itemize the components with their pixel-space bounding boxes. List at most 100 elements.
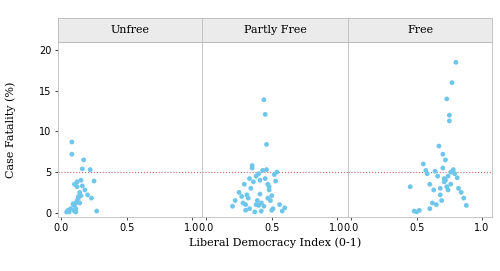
Point xyxy=(238,194,246,199)
Point xyxy=(422,168,430,173)
Point xyxy=(78,167,86,171)
Point xyxy=(258,209,266,213)
Point xyxy=(254,203,262,208)
Point xyxy=(450,172,458,176)
Point xyxy=(70,208,78,212)
Point xyxy=(77,193,85,198)
Point xyxy=(406,185,414,189)
Point xyxy=(431,169,439,173)
Point xyxy=(73,198,81,203)
Point xyxy=(410,209,418,213)
Point xyxy=(70,203,78,208)
Point xyxy=(442,178,450,182)
Point xyxy=(448,80,456,85)
Point xyxy=(240,182,248,186)
Point xyxy=(72,210,80,214)
Point xyxy=(256,192,264,196)
Point xyxy=(86,167,94,172)
Point xyxy=(78,184,86,188)
Point xyxy=(439,152,447,156)
Point xyxy=(77,178,85,182)
Point xyxy=(248,163,256,168)
Point xyxy=(76,190,84,195)
Point xyxy=(266,198,274,203)
Point xyxy=(260,98,268,102)
Point xyxy=(246,176,254,181)
Point xyxy=(426,207,434,211)
Point xyxy=(438,198,446,203)
Point xyxy=(262,167,270,172)
Point xyxy=(252,174,260,178)
Point xyxy=(270,172,278,177)
Point xyxy=(242,202,250,207)
Point xyxy=(72,207,80,211)
Point xyxy=(454,186,462,191)
Point xyxy=(68,140,76,144)
Point xyxy=(446,170,454,174)
Point xyxy=(268,193,276,198)
Point xyxy=(260,204,268,208)
Point xyxy=(256,178,264,182)
Point xyxy=(440,176,448,181)
Point xyxy=(88,196,96,200)
Point xyxy=(273,170,281,174)
X-axis label: Liberal Democracy Index (0-1): Liberal Democracy Index (0-1) xyxy=(189,237,361,248)
Point xyxy=(239,201,247,205)
Point xyxy=(428,201,436,205)
Point xyxy=(73,185,81,189)
Point xyxy=(72,201,80,205)
Point xyxy=(430,188,438,192)
Point xyxy=(457,190,465,195)
Point xyxy=(453,176,461,180)
Point xyxy=(436,186,444,191)
Point xyxy=(250,180,258,184)
Point xyxy=(231,198,239,203)
Point xyxy=(278,209,286,213)
Point xyxy=(251,210,259,214)
Point xyxy=(265,185,273,189)
Point xyxy=(443,97,451,101)
Point xyxy=(70,182,78,186)
Point xyxy=(442,158,450,162)
Point xyxy=(426,182,434,186)
Point xyxy=(69,202,77,206)
Point xyxy=(439,166,447,170)
Point xyxy=(446,119,454,123)
Point xyxy=(435,144,443,148)
Point xyxy=(436,193,444,197)
Point xyxy=(268,208,276,212)
Text: Case Fatality (%): Case Fatality (%) xyxy=(6,82,16,178)
Point xyxy=(248,166,256,170)
Point xyxy=(420,162,428,166)
Point xyxy=(80,158,88,162)
Point xyxy=(243,193,251,197)
Point xyxy=(252,202,260,207)
Point xyxy=(440,180,448,184)
Point xyxy=(258,201,266,205)
Point xyxy=(444,174,452,178)
Point xyxy=(269,207,277,211)
Point xyxy=(84,193,92,197)
Point xyxy=(246,207,254,211)
Point xyxy=(272,179,280,183)
Point xyxy=(444,188,452,192)
Point xyxy=(74,194,82,199)
Point xyxy=(261,112,269,117)
Point xyxy=(70,209,78,213)
Point xyxy=(446,113,454,117)
Point xyxy=(62,210,70,214)
Point xyxy=(262,142,270,147)
Point xyxy=(254,172,262,176)
Point xyxy=(254,198,262,203)
Point xyxy=(247,186,255,191)
Point xyxy=(264,196,272,200)
Point xyxy=(73,180,81,184)
Point xyxy=(92,209,100,213)
Point xyxy=(66,207,74,211)
Point xyxy=(76,201,84,205)
Point xyxy=(460,196,468,200)
Point xyxy=(244,196,252,200)
Point xyxy=(68,152,76,156)
Point xyxy=(235,190,243,195)
Point xyxy=(446,182,454,186)
